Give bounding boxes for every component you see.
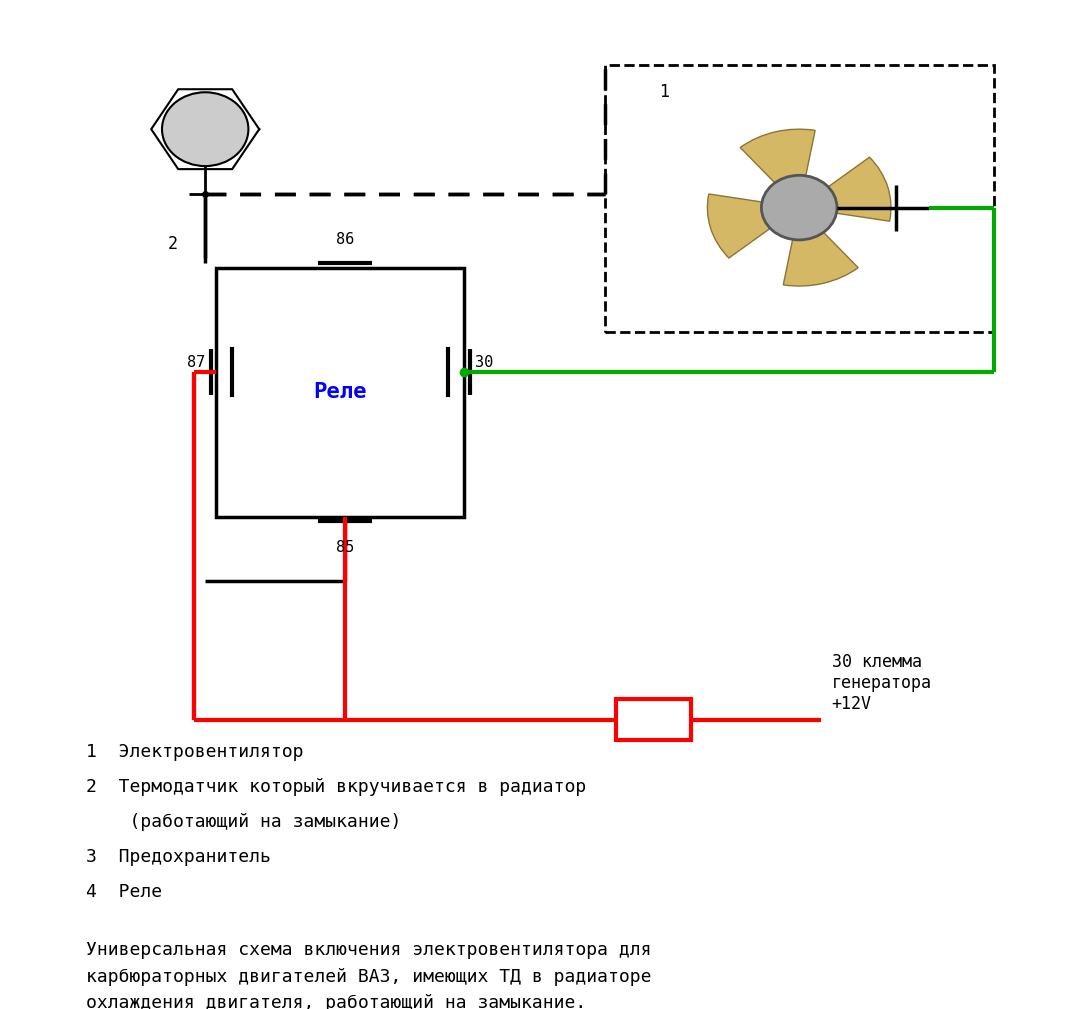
Text: (работающий на замыкание): (работающий на замыкание) <box>86 813 402 830</box>
Wedge shape <box>799 157 891 221</box>
Text: 85: 85 <box>336 540 354 555</box>
Text: 30: 30 <box>475 355 494 370</box>
Text: 86: 86 <box>336 232 354 247</box>
Wedge shape <box>740 129 815 208</box>
Text: 30 клемма
генератора
+12V: 30 клемма генератора +12V <box>832 653 932 712</box>
Bar <box>616 699 691 740</box>
Text: 4  Реле: 4 Реле <box>86 883 162 901</box>
Text: 2  Термодатчик который вкручивается в радиатор: 2 Термодатчик который вкручивается в рад… <box>86 778 586 796</box>
Circle shape <box>761 176 837 240</box>
Text: 1  Электровентилятор: 1 Электровентилятор <box>86 743 303 761</box>
Text: 1: 1 <box>659 83 669 101</box>
Text: Универсальная схема включения электровентилятора для
карбюраторных двигателей ВА: Универсальная схема включения электровен… <box>86 941 652 1009</box>
Text: 2: 2 <box>167 235 178 253</box>
Wedge shape <box>707 194 799 258</box>
Text: 3  Предохранитель: 3 Предохранитель <box>86 848 271 866</box>
Wedge shape <box>783 208 859 286</box>
Circle shape <box>162 92 248 166</box>
Bar <box>216 267 464 517</box>
Text: 87: 87 <box>187 355 205 370</box>
Text: Реле: Реле <box>313 382 367 403</box>
Bar <box>605 65 994 332</box>
